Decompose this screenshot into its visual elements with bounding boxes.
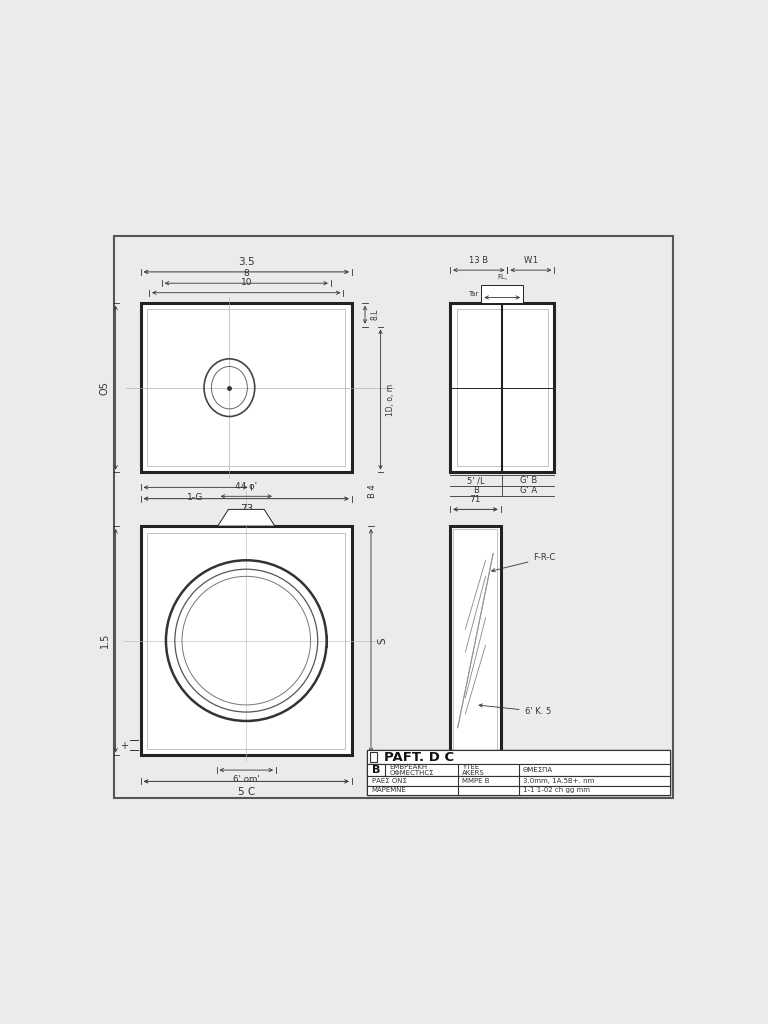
Bar [370, 753, 377, 762]
Text: 5 C: 5 C [237, 786, 255, 797]
Text: ΥΤΕΕ: ΥΤΕΕ [462, 764, 479, 770]
Text: ΑΚΕRS: ΑΚΕRS [462, 770, 485, 776]
Bar [367, 751, 670, 795]
Text: G' A: G' A [520, 486, 537, 496]
Text: 3.0mm, 1A.5B+. nm: 3.0mm, 1A.5B+. nm [523, 778, 594, 784]
Text: W.1: W.1 [523, 256, 538, 265]
Bar [147, 309, 346, 466]
Bar [457, 309, 548, 466]
Text: PAFT. D C: PAFT. D C [384, 751, 454, 764]
Bar [141, 303, 352, 472]
Bar [367, 751, 670, 764]
Text: B 4: B 4 [368, 484, 377, 498]
Bar [367, 776, 670, 785]
Text: F-R-C: F-R-C [492, 553, 556, 571]
Text: 1D, o, m: 1D, o, m [386, 383, 396, 416]
Text: PΑΕΣ ΟΝΣ: PΑΕΣ ΟΝΣ [372, 778, 406, 784]
Text: ΟΦΜΕCΤΗCΣ: ΟΦΜΕCΤΗCΣ [390, 770, 434, 776]
Text: ΜΑΡΕΜΝΕ: ΜΑΡΕΜΝΕ [372, 787, 406, 794]
Text: FL,: FL, [497, 274, 508, 281]
Text: ΘΜΕΣΠΑ: ΘΜΕΣΠΑ [523, 767, 553, 773]
Text: 71: 71 [470, 495, 482, 504]
Text: 1-1 1-02 ch gg mm: 1-1 1-02 ch gg mm [523, 787, 590, 794]
Text: 3.5: 3.5 [238, 257, 255, 266]
Text: Tar: Tar [468, 291, 478, 297]
Bar [367, 785, 670, 795]
Text: 1-G: 1-G [187, 493, 204, 502]
Text: 5' /L: 5' /L [468, 476, 485, 485]
Text: 13 B: 13 B [469, 256, 488, 265]
Text: O5: O5 [100, 381, 110, 394]
Text: +: + [120, 740, 127, 751]
Text: 10: 10 [240, 279, 252, 288]
Bar [450, 303, 554, 472]
Text: G' B: G' B [520, 476, 537, 485]
Text: B: B [473, 486, 479, 496]
Text: 6' om': 6' om' [233, 775, 260, 784]
Polygon shape [217, 509, 275, 526]
Text: ΜΜΡΕ B: ΜΜΡΕ B [462, 778, 489, 784]
Bar [450, 526, 501, 756]
Bar [141, 526, 352, 756]
Bar [147, 532, 346, 749]
Bar [482, 285, 523, 303]
Text: ΕΜΒΡΕΑΚΗ: ΕΜΒΡΕΑΚΗ [390, 764, 428, 770]
Text: 44 o': 44 o' [235, 482, 257, 490]
Text: 1.5: 1.5 [100, 633, 110, 648]
Bar [367, 764, 385, 776]
Text: 6' K. 5: 6' K. 5 [479, 703, 551, 716]
Text: B: B [372, 765, 380, 775]
Bar [453, 529, 498, 752]
Text: S: S [377, 637, 387, 644]
Text: 73: 73 [240, 504, 253, 514]
Text: 8: 8 [243, 269, 249, 278]
Bar [367, 764, 670, 776]
Text: 8.L: 8.L [371, 309, 380, 321]
